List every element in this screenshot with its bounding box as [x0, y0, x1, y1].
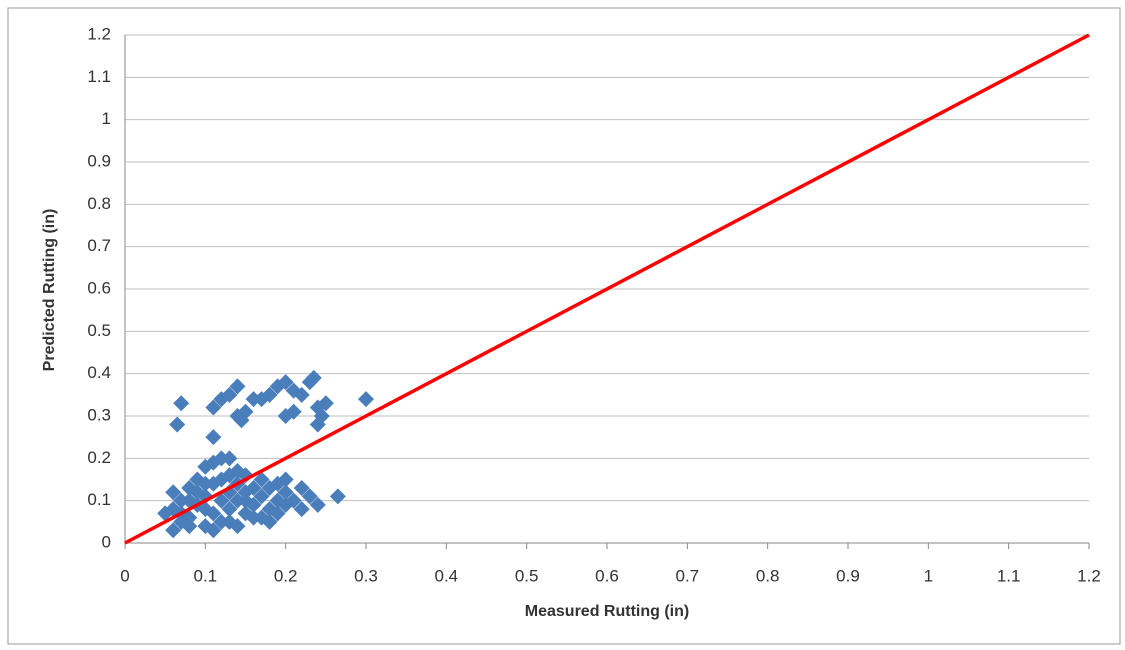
y-tick-label: 0.3	[87, 405, 111, 424]
scatter-point	[253, 471, 270, 488]
x-tick-label: 1	[924, 566, 933, 585]
scatter-point	[301, 488, 318, 505]
y-tick-label: 0.2	[87, 448, 111, 467]
scatter-point	[237, 492, 254, 509]
scatter-point	[205, 429, 222, 446]
scatter-point	[261, 513, 278, 530]
scatter-point	[205, 522, 222, 539]
x-tick-label: 0.7	[676, 566, 700, 585]
y-tick-label: 0.4	[87, 363, 111, 382]
scatter-point	[213, 513, 230, 530]
x-tick-label: 0.1	[194, 566, 218, 585]
y-tick-label: 1	[102, 109, 111, 128]
scatter-point	[261, 501, 278, 518]
x-tick-label: 0.4	[435, 566, 459, 585]
y-tick-label: 0.8	[87, 194, 111, 213]
x-tick-label: 0.5	[515, 566, 539, 585]
scatter-point	[229, 378, 246, 395]
scatter-point	[205, 399, 222, 416]
scatter-point	[221, 386, 238, 403]
x-tick-label: 0.6	[595, 566, 619, 585]
line-series	[124, 33, 1090, 545]
scatter-point	[309, 496, 326, 513]
scatter-point	[293, 501, 310, 518]
scatter-point	[165, 522, 182, 539]
scatter-point	[293, 479, 310, 496]
scatter-point	[173, 395, 190, 412]
scatter-point	[277, 471, 294, 488]
x-tick-label: 0.3	[354, 566, 378, 585]
scatter-point	[173, 492, 190, 509]
y-tick-label: 0.1	[87, 490, 111, 509]
y-axis-title: Predicted Rutting (in)	[41, 209, 58, 372]
scatter-point	[245, 479, 262, 496]
scatter-point	[277, 484, 294, 501]
x-axis-title: Measured Rutting (in)	[525, 603, 689, 620]
x-tick-label: 0	[120, 566, 129, 585]
scatter-point	[169, 416, 186, 433]
y-tick-label: 1.1	[87, 67, 111, 86]
x-tick-label: 1.2	[1077, 566, 1101, 585]
scatter-point	[313, 408, 330, 424]
y-tick-label: 0	[102, 532, 111, 551]
x-tick-label: 0.8	[756, 566, 780, 585]
frame	[7, 7, 1121, 645]
scatter-point	[269, 505, 286, 522]
scatter-point	[197, 501, 214, 518]
scatter-point	[181, 509, 198, 526]
scatter-point	[165, 484, 182, 501]
scatter-point	[221, 450, 238, 467]
scatter-point	[245, 391, 262, 408]
scatter-point	[253, 488, 270, 505]
scatter-point	[358, 391, 374, 408]
scatter-point	[261, 386, 278, 403]
scatter-point	[197, 475, 214, 492]
scatter-point	[221, 501, 238, 518]
y-tick-label: 0.7	[87, 236, 111, 255]
y-tick-label: 1.2	[87, 24, 111, 43]
scatter-point	[285, 492, 302, 509]
scatter-point	[277, 374, 294, 391]
scatter-point	[213, 450, 230, 467]
x-tick-label: 0.2	[274, 566, 298, 585]
y-tick-label: 0.9	[87, 151, 111, 170]
scatter-point	[329, 488, 346, 505]
x-tick-label: 0.9	[836, 566, 860, 585]
scatter-point	[229, 463, 246, 480]
scatter-point	[181, 518, 198, 535]
scatter-point	[189, 484, 206, 501]
scatter-point	[157, 505, 174, 522]
scatter-point	[285, 403, 302, 420]
y-tick-label: 0.5	[87, 321, 111, 340]
scatter-point	[221, 513, 238, 530]
scatter-point	[213, 492, 230, 509]
scatter-point	[165, 501, 182, 518]
x-tick-label: 1.1	[997, 566, 1021, 585]
scatter-point	[229, 492, 246, 509]
scatter-point	[245, 509, 262, 526]
scatter-point	[285, 382, 302, 399]
y-tick-label: 0.6	[87, 278, 111, 297]
scatter-point	[317, 395, 334, 412]
scatter-point	[181, 492, 198, 509]
scatter-point	[305, 369, 322, 386]
scatter-point	[229, 408, 246, 424]
